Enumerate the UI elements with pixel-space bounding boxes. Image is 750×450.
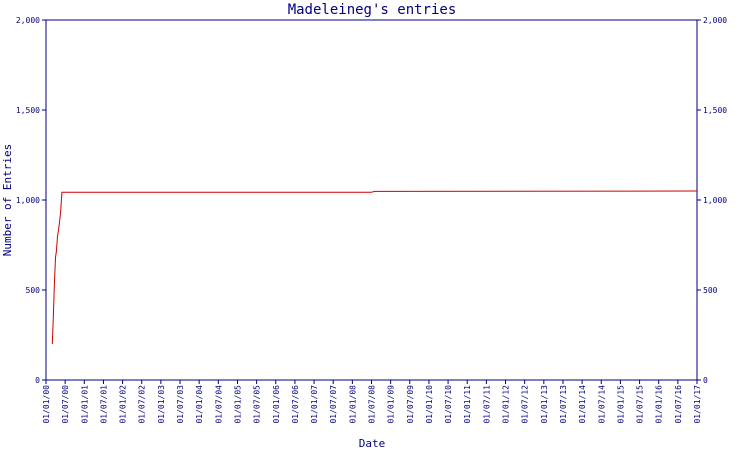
y-tick-label-right: 0 [703,376,708,385]
x-axis-ticks: 01/01/00 01/07/00 01/01/01 01/07/01 01/01/02… [42,380,702,424]
x-tick-label: 01/01/10 [425,385,434,424]
series-line [51,190,698,345]
x-tick-label: 01/01/11 [463,385,472,424]
x-tick-label: 01/01/09 [387,385,396,424]
x-tick-label: 01/01/15 [616,385,625,424]
x-tick-label: 01/07/09 [406,385,415,424]
series-group [51,190,698,345]
x-tick-label: 01/07/06 [291,385,300,424]
x-tick-label: 01/01/12 [502,385,511,424]
x-tick-label: 01/07/02 [138,385,147,424]
y-tick-label-left: 1,500 [16,106,40,115]
x-tick-label: 01/07/01 [99,385,108,424]
x-tick-label: 01/01/06 [272,385,281,424]
x-tick-label: 01/01/00 [42,385,51,424]
x-axis-label: Date [359,437,386,450]
x-tick-label: 01/01/01 [80,385,89,424]
y-tick-label-right: 1,000 [703,196,727,205]
x-tick-label: 01/01/05 [233,385,242,424]
x-tick-label: 01/01/17 [693,385,702,424]
x-tick-label: 01/07/12 [521,385,530,424]
y-tick-label-left: 1,000 [16,196,40,205]
x-tick-label: 01/07/03 [176,385,185,424]
y-axis-left-ticks: 0 500 1,000 1,500 2,000 [16,16,46,385]
y-axis-right-ticks: 0 500 1,000 1,500 2,000 [697,16,727,385]
x-tick-label: 01/01/03 [157,385,166,424]
x-tick-label: 01/07/10 [444,385,453,424]
chart-title: Madeleineg's entries [288,2,457,18]
y-tick-label-left: 0 [35,376,40,385]
x-tick-label: 01/07/08 [368,385,377,424]
x-tick-label: 01/07/05 [253,385,262,424]
x-tick-label: 01/07/16 [674,385,683,424]
x-tick-label: 01/07/07 [329,385,338,424]
x-tick-label: 01/01/13 [540,385,549,424]
x-tick-label: 01/01/08 [348,385,357,424]
axes [45,19,698,381]
y-axis-label: Number of Entries [1,144,14,257]
x-tick-label: 01/01/02 [119,385,128,424]
x-tick-label: 01/07/15 [636,385,645,424]
y-tick-label-left: 500 [26,286,41,295]
x-tick-label: 01/07/14 [597,385,606,424]
x-tick-label: 01/07/11 [482,385,491,424]
x-tick-label: 01/01/14 [578,385,587,424]
x-tick-label: 01/01/04 [195,385,204,424]
x-tick-label: 01/01/07 [310,385,319,424]
x-tick-label: 01/01/16 [655,385,664,424]
x-tick-label: 01/07/13 [559,385,568,424]
y-tick-label-right: 2,000 [703,16,727,25]
y-tick-label-right: 500 [703,286,718,295]
y-tick-label-right: 1,500 [703,106,727,115]
y-tick-label-left: 2,000 [16,16,40,25]
x-tick-label: 01/07/00 [61,385,70,424]
x-tick-label: 01/07/04 [214,385,223,424]
